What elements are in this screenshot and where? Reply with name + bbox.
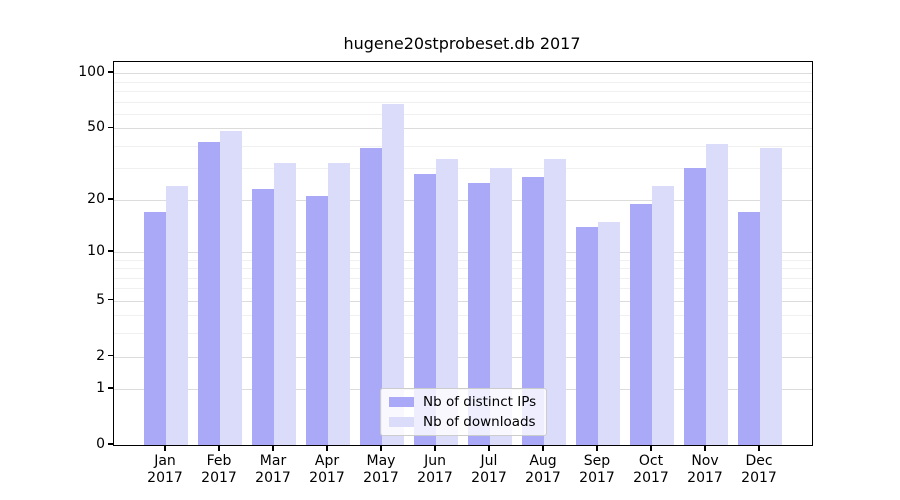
major-gridline bbox=[114, 128, 812, 130]
x-tick-mark bbox=[434, 445, 436, 451]
bar-downloads-oct bbox=[652, 185, 674, 445]
bar-downloads-feb bbox=[220, 131, 242, 445]
minor-gridline bbox=[114, 145, 812, 147]
major-gridline bbox=[114, 300, 812, 302]
bar-distinct-ips-apr bbox=[306, 196, 328, 445]
minor-gridline bbox=[114, 259, 812, 261]
minor-gridline bbox=[114, 81, 812, 83]
x-tick-mark bbox=[164, 445, 166, 451]
x-tick-label-jul: Jul 2017 bbox=[471, 453, 507, 486]
x-tick-mark bbox=[542, 445, 544, 451]
legend-label-downloads: Nb of downloads bbox=[423, 414, 536, 430]
minor-gridline bbox=[114, 268, 812, 269]
x-tick-mark bbox=[650, 445, 652, 451]
x-tick-label-mar: Mar 2017 bbox=[255, 453, 291, 486]
major-gridline bbox=[114, 73, 812, 75]
minor-gridline bbox=[114, 288, 812, 290]
bar-distinct-ips-sep bbox=[576, 226, 598, 445]
minor-gridline bbox=[114, 315, 812, 317]
y-tick-mark bbox=[108, 198, 113, 200]
legend-swatch-distinct-ips bbox=[389, 397, 414, 407]
bar-distinct-ips-jan bbox=[144, 212, 166, 445]
major-gridline bbox=[114, 199, 812, 201]
bar-distinct-ips-jun bbox=[414, 173, 436, 445]
minor-gridline bbox=[114, 168, 812, 170]
y-tick-label: 0 bbox=[96, 436, 105, 452]
bar-downloads-aug bbox=[544, 158, 566, 445]
x-tick-mark bbox=[758, 445, 760, 451]
x-tick-label-oct: Oct 2017 bbox=[633, 453, 669, 486]
minor-gridline bbox=[114, 90, 812, 92]
bar-downloads-nov bbox=[706, 143, 728, 445]
plot-area: Nb of distinct IPs Nb of downloads bbox=[113, 61, 813, 446]
y-tick-mark bbox=[108, 250, 113, 252]
x-tick-label-nov: Nov 2017 bbox=[687, 453, 723, 486]
legend-swatch-downloads bbox=[389, 417, 414, 427]
x-tick-mark bbox=[218, 445, 220, 451]
y-tick-label: 100 bbox=[78, 64, 105, 81]
legend: Nb of distinct IPs Nb of downloads bbox=[380, 388, 547, 436]
x-tick-mark bbox=[380, 445, 382, 451]
bar-distinct-ips-nov bbox=[684, 168, 706, 445]
x-tick-mark bbox=[326, 445, 328, 451]
y-tick-label: 50 bbox=[87, 119, 105, 136]
minor-gridline bbox=[114, 333, 812, 335]
minor-gridline bbox=[114, 277, 812, 279]
bar-distinct-ips-dec bbox=[738, 212, 760, 445]
bar-distinct-ips-jul bbox=[468, 182, 490, 445]
legend-label-distinct-ips: Nb of distinct IPs bbox=[423, 394, 537, 410]
bar-downloads-jul bbox=[490, 168, 512, 445]
x-tick-mark bbox=[704, 445, 706, 451]
bar-distinct-ips-feb bbox=[198, 142, 220, 445]
bar-distinct-ips-may bbox=[360, 147, 382, 445]
minor-gridline bbox=[114, 113, 812, 115]
bar-downloads-mar bbox=[274, 163, 296, 445]
y-tick-mark bbox=[108, 71, 113, 73]
x-tick-label-sep: Sep 2017 bbox=[579, 453, 615, 486]
bar-downloads-may bbox=[382, 103, 404, 445]
x-tick-mark bbox=[272, 445, 274, 451]
y-tick-label: 20 bbox=[87, 190, 105, 207]
x-tick-label-dec: Dec 2017 bbox=[741, 453, 777, 486]
y-tick-label: 1 bbox=[96, 380, 105, 397]
major-gridline bbox=[114, 356, 812, 358]
bar-downloads-apr bbox=[328, 163, 350, 445]
x-tick-label-aug: Aug 2017 bbox=[525, 453, 561, 486]
bar-downloads-jun bbox=[436, 158, 458, 445]
minor-gridline bbox=[114, 101, 812, 103]
bar-distinct-ips-aug bbox=[522, 176, 544, 445]
y-tick-mark bbox=[108, 298, 113, 301]
y-tick-mark bbox=[108, 387, 113, 389]
y-tick-mark bbox=[108, 443, 113, 445]
x-tick-mark bbox=[488, 445, 490, 451]
x-tick-label-feb: Feb 2017 bbox=[201, 453, 237, 486]
legend-item-distinct-ips: Nb of distinct IPs bbox=[389, 394, 536, 410]
major-gridline bbox=[114, 251, 812, 253]
y-tick-mark bbox=[108, 354, 113, 357]
x-tick-label-jan: Jan 2017 bbox=[147, 453, 183, 486]
y-tick-mark bbox=[108, 126, 113, 128]
x-tick-label-jun: Jun 2017 bbox=[417, 453, 453, 486]
bar-downloads-jan bbox=[166, 185, 188, 445]
legend-item-downloads: Nb of downloads bbox=[389, 414, 536, 430]
bar-downloads-sep bbox=[598, 221, 620, 445]
x-tick-mark bbox=[596, 445, 598, 451]
x-tick-label-apr: Apr 2017 bbox=[309, 453, 345, 486]
y-tick-label: 5 bbox=[96, 291, 105, 308]
bar-distinct-ips-oct bbox=[630, 203, 652, 445]
x-tick-label-may: May 2017 bbox=[363, 453, 399, 486]
y-tick-label: 2 bbox=[96, 347, 105, 364]
y-tick-label: 10 bbox=[87, 242, 105, 259]
chart-title: hugene20stprobeset.db 2017 bbox=[343, 34, 581, 53]
bar-downloads-dec bbox=[760, 147, 782, 445]
bar-distinct-ips-mar bbox=[252, 188, 274, 445]
